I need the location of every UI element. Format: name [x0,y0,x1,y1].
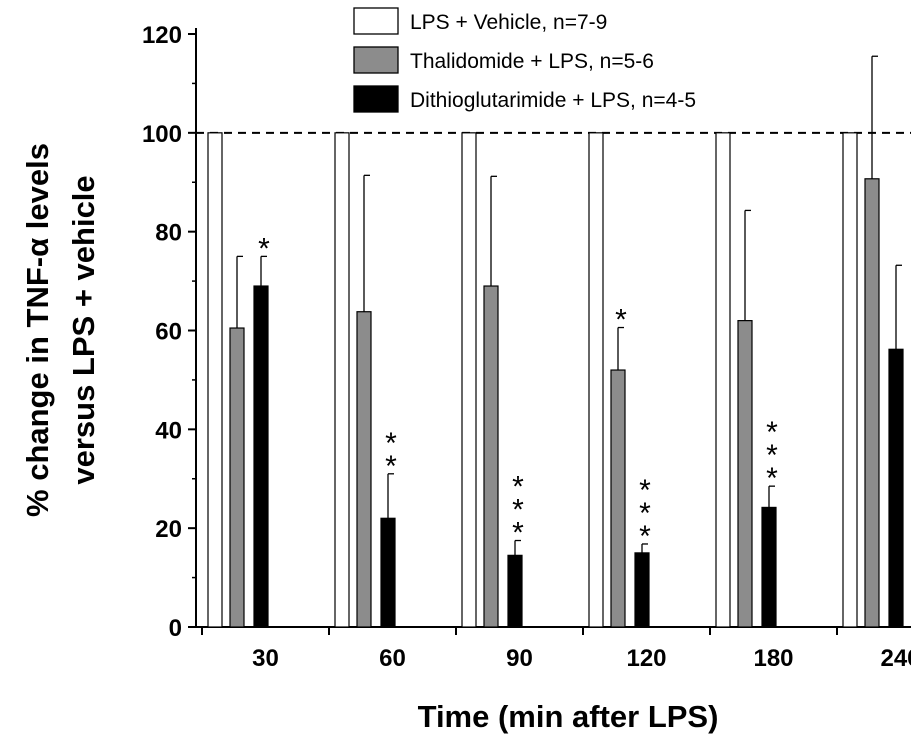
significance-star: * [639,474,651,507]
bar [588,132,604,628]
legend: LPS + Vehicle, n=7-9 Thalidomide + LPS, n… [353,7,696,113]
bar [229,327,245,628]
bar [483,285,499,628]
legend-swatch [353,46,399,74]
significance-star: * [766,416,778,449]
bar [253,285,269,628]
bar [610,369,626,628]
legend-swatch [353,7,399,35]
bar [634,552,650,628]
significance-star: * [512,471,524,504]
y-tick-label: 20 [155,516,182,543]
bar [461,132,477,628]
x-tick-label: 30 [252,645,279,672]
significance-star: * [385,450,397,483]
bar [380,517,396,628]
x-tick-label: 60 [379,645,406,672]
bar [207,132,223,628]
bar [737,320,753,628]
x-tick-label: 90 [506,645,533,672]
bars: ************* [207,55,904,628]
significance-star: * [615,304,627,337]
significance-star: * [512,517,524,550]
y-axis-title-line: versus LPS + vehicle [66,175,101,484]
legend-label: LPS + Vehicle, n=7-9 [410,11,607,34]
bar [761,506,777,628]
significance-star: * [766,439,778,472]
x-tick-label: 240 [880,645,911,672]
bar [507,554,523,628]
axes: 0 20 40 60 80 100 120 30 60 90 120 180 240 [142,22,911,672]
x-tick-label: 120 [626,645,666,672]
significance-star: * [258,232,270,265]
x-axis-title: Time (min after LPS) [418,699,719,734]
y-tick-label: 120 [142,22,182,49]
significance-star: * [766,462,778,495]
x-tick-label: 180 [753,645,793,672]
bar [334,132,350,628]
significance-star: * [512,494,524,527]
y-tick-label: 80 [155,220,182,247]
y-tick-label: 100 [142,121,182,148]
bar [842,132,858,628]
y-tick-label: 60 [155,319,182,346]
legend-swatch [353,85,399,113]
bar [715,132,731,628]
significance-star: * [639,497,651,530]
y-tick-label: 0 [169,615,182,642]
bar [864,178,880,628]
significance-star: * [639,520,651,553]
y-tick-label: 40 [155,417,182,444]
y-axis-title: % change in TNF-α levels versus LPS + veh… [20,143,101,517]
legend-label: Dithioglutarimide + LPS, n=4-5 [410,89,696,112]
bar [888,348,904,628]
bar [356,311,372,628]
y-axis-title-line: % change in TNF-α levels [20,143,55,517]
legend-label: Thalidomide + LPS, n=5-6 [410,50,654,73]
significance-star: * [385,427,397,460]
